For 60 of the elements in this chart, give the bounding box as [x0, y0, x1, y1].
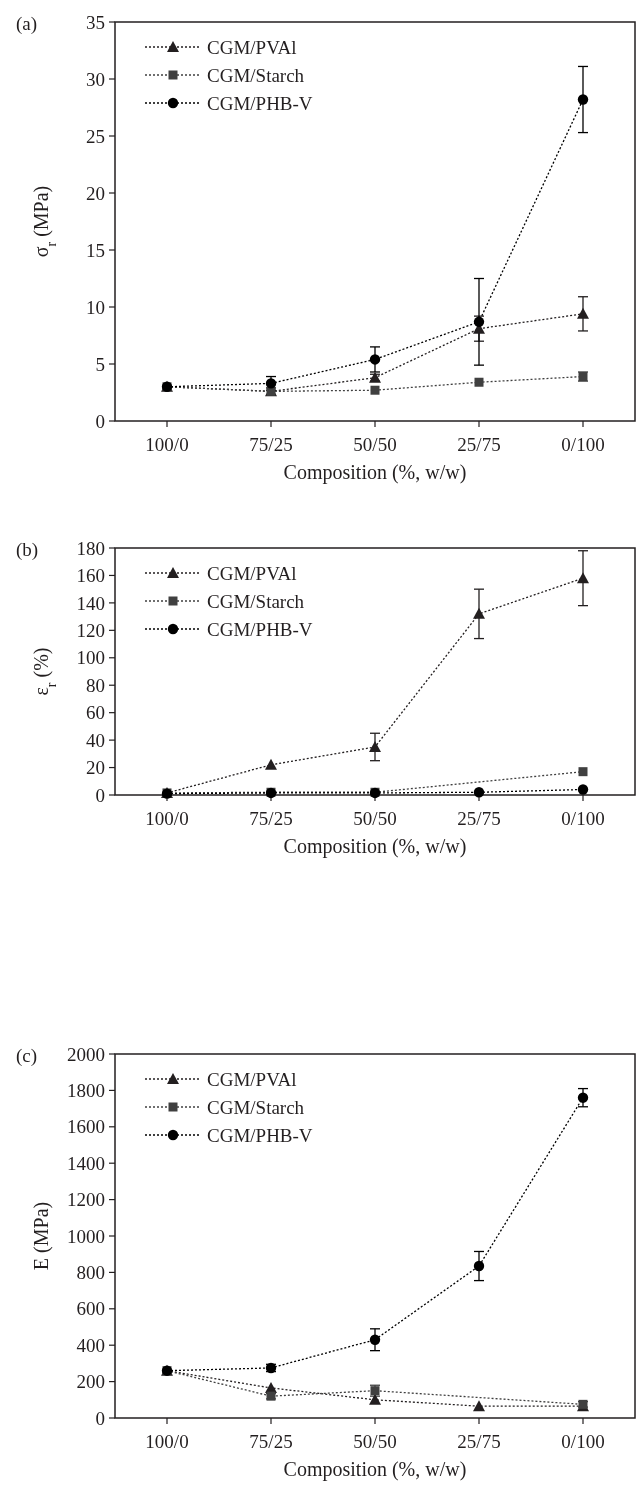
legend-label: CGM/PHB-V [207, 92, 313, 114]
y-tick-label: 1400 [67, 1152, 105, 1174]
y-tick-label: 100 [76, 647, 105, 669]
legend-label: CGM/Starch [207, 590, 305, 612]
x-axis-title: Composition (%, w/w) [283, 461, 467, 484]
y-tick-label: 160 [76, 565, 105, 587]
chart-title: (a) [16, 13, 38, 35]
x-tick-label: 0/100 [561, 434, 605, 455]
y-tick-label: 0 [95, 1407, 105, 1429]
legend-label: CGM/Starch [207, 64, 305, 86]
x-tick-label: 75/25 [249, 808, 293, 829]
x-tick-label: 75/25 [249, 434, 293, 455]
x-tick-label: 100/0 [145, 434, 189, 455]
y-tick-label: 40 [86, 729, 105, 751]
x-tick-label: 0/100 [561, 1431, 605, 1452]
x-tick-label: 50/50 [353, 1431, 397, 1452]
x-axis-title: Composition (%, w/w) [283, 835, 467, 858]
legend-label: CGM/PHB-V [207, 618, 313, 640]
y-tick-label: 5 [95, 353, 105, 375]
y-tick-label: 25 [86, 125, 105, 147]
y-tick-label: 180 [76, 537, 105, 559]
y-tick-label: 10 [86, 296, 105, 318]
x-tick-label: 25/75 [457, 1431, 501, 1452]
y-tick-label: 1200 [67, 1189, 105, 1211]
x-tick-label: 25/75 [457, 434, 501, 455]
x-tick-label: 50/50 [353, 808, 397, 829]
x-tick-label: 75/25 [249, 1431, 293, 1452]
x-tick-label: 25/75 [457, 808, 501, 829]
chart-title: (c) [16, 1045, 38, 1067]
y-tick-label: 800 [76, 1262, 105, 1284]
y-tick-label: 2000 [67, 1043, 105, 1065]
y-tick-label: 0 [95, 410, 105, 432]
y-tick-label: 400 [76, 1334, 105, 1356]
legend-label: CGM/PVAl [207, 1068, 297, 1090]
y-tick-label: 140 [76, 592, 105, 614]
x-tick-label: 100/0 [145, 1431, 189, 1452]
y-tick-label: 60 [86, 702, 105, 724]
y-tick-label: 1600 [67, 1116, 105, 1138]
y-tick-label: 600 [76, 1298, 105, 1320]
y-tick-label: 1000 [67, 1225, 105, 1247]
y-tick-label: 35 [86, 11, 105, 33]
y-tick-label: 0 [95, 784, 105, 806]
x-axis-title: Composition (%, w/w) [283, 1458, 467, 1481]
y-tick-label: 20 [86, 182, 105, 204]
legend-label: CGM/PVAl [207, 36, 297, 58]
chart-title: (b) [16, 539, 39, 561]
y-tick-label: 20 [86, 757, 105, 779]
y-tick-label: 1800 [67, 1080, 105, 1102]
y-axis-title: E (MPa) [30, 1201, 53, 1271]
x-tick-label: 0/100 [561, 808, 605, 829]
x-tick-label: 100/0 [145, 808, 189, 829]
y-tick-label: 30 [86, 68, 105, 90]
legend-label: CGM/PVAl [207, 562, 297, 584]
y-tick-label: 80 [86, 674, 105, 696]
legend-label: CGM/Starch [207, 1096, 305, 1118]
y-tick-label: 15 [86, 239, 105, 261]
legend-label: CGM/PHB-V [207, 1124, 313, 1146]
y-tick-label: 120 [76, 619, 105, 641]
y-tick-label: 200 [76, 1371, 105, 1393]
x-tick-label: 50/50 [353, 434, 397, 455]
